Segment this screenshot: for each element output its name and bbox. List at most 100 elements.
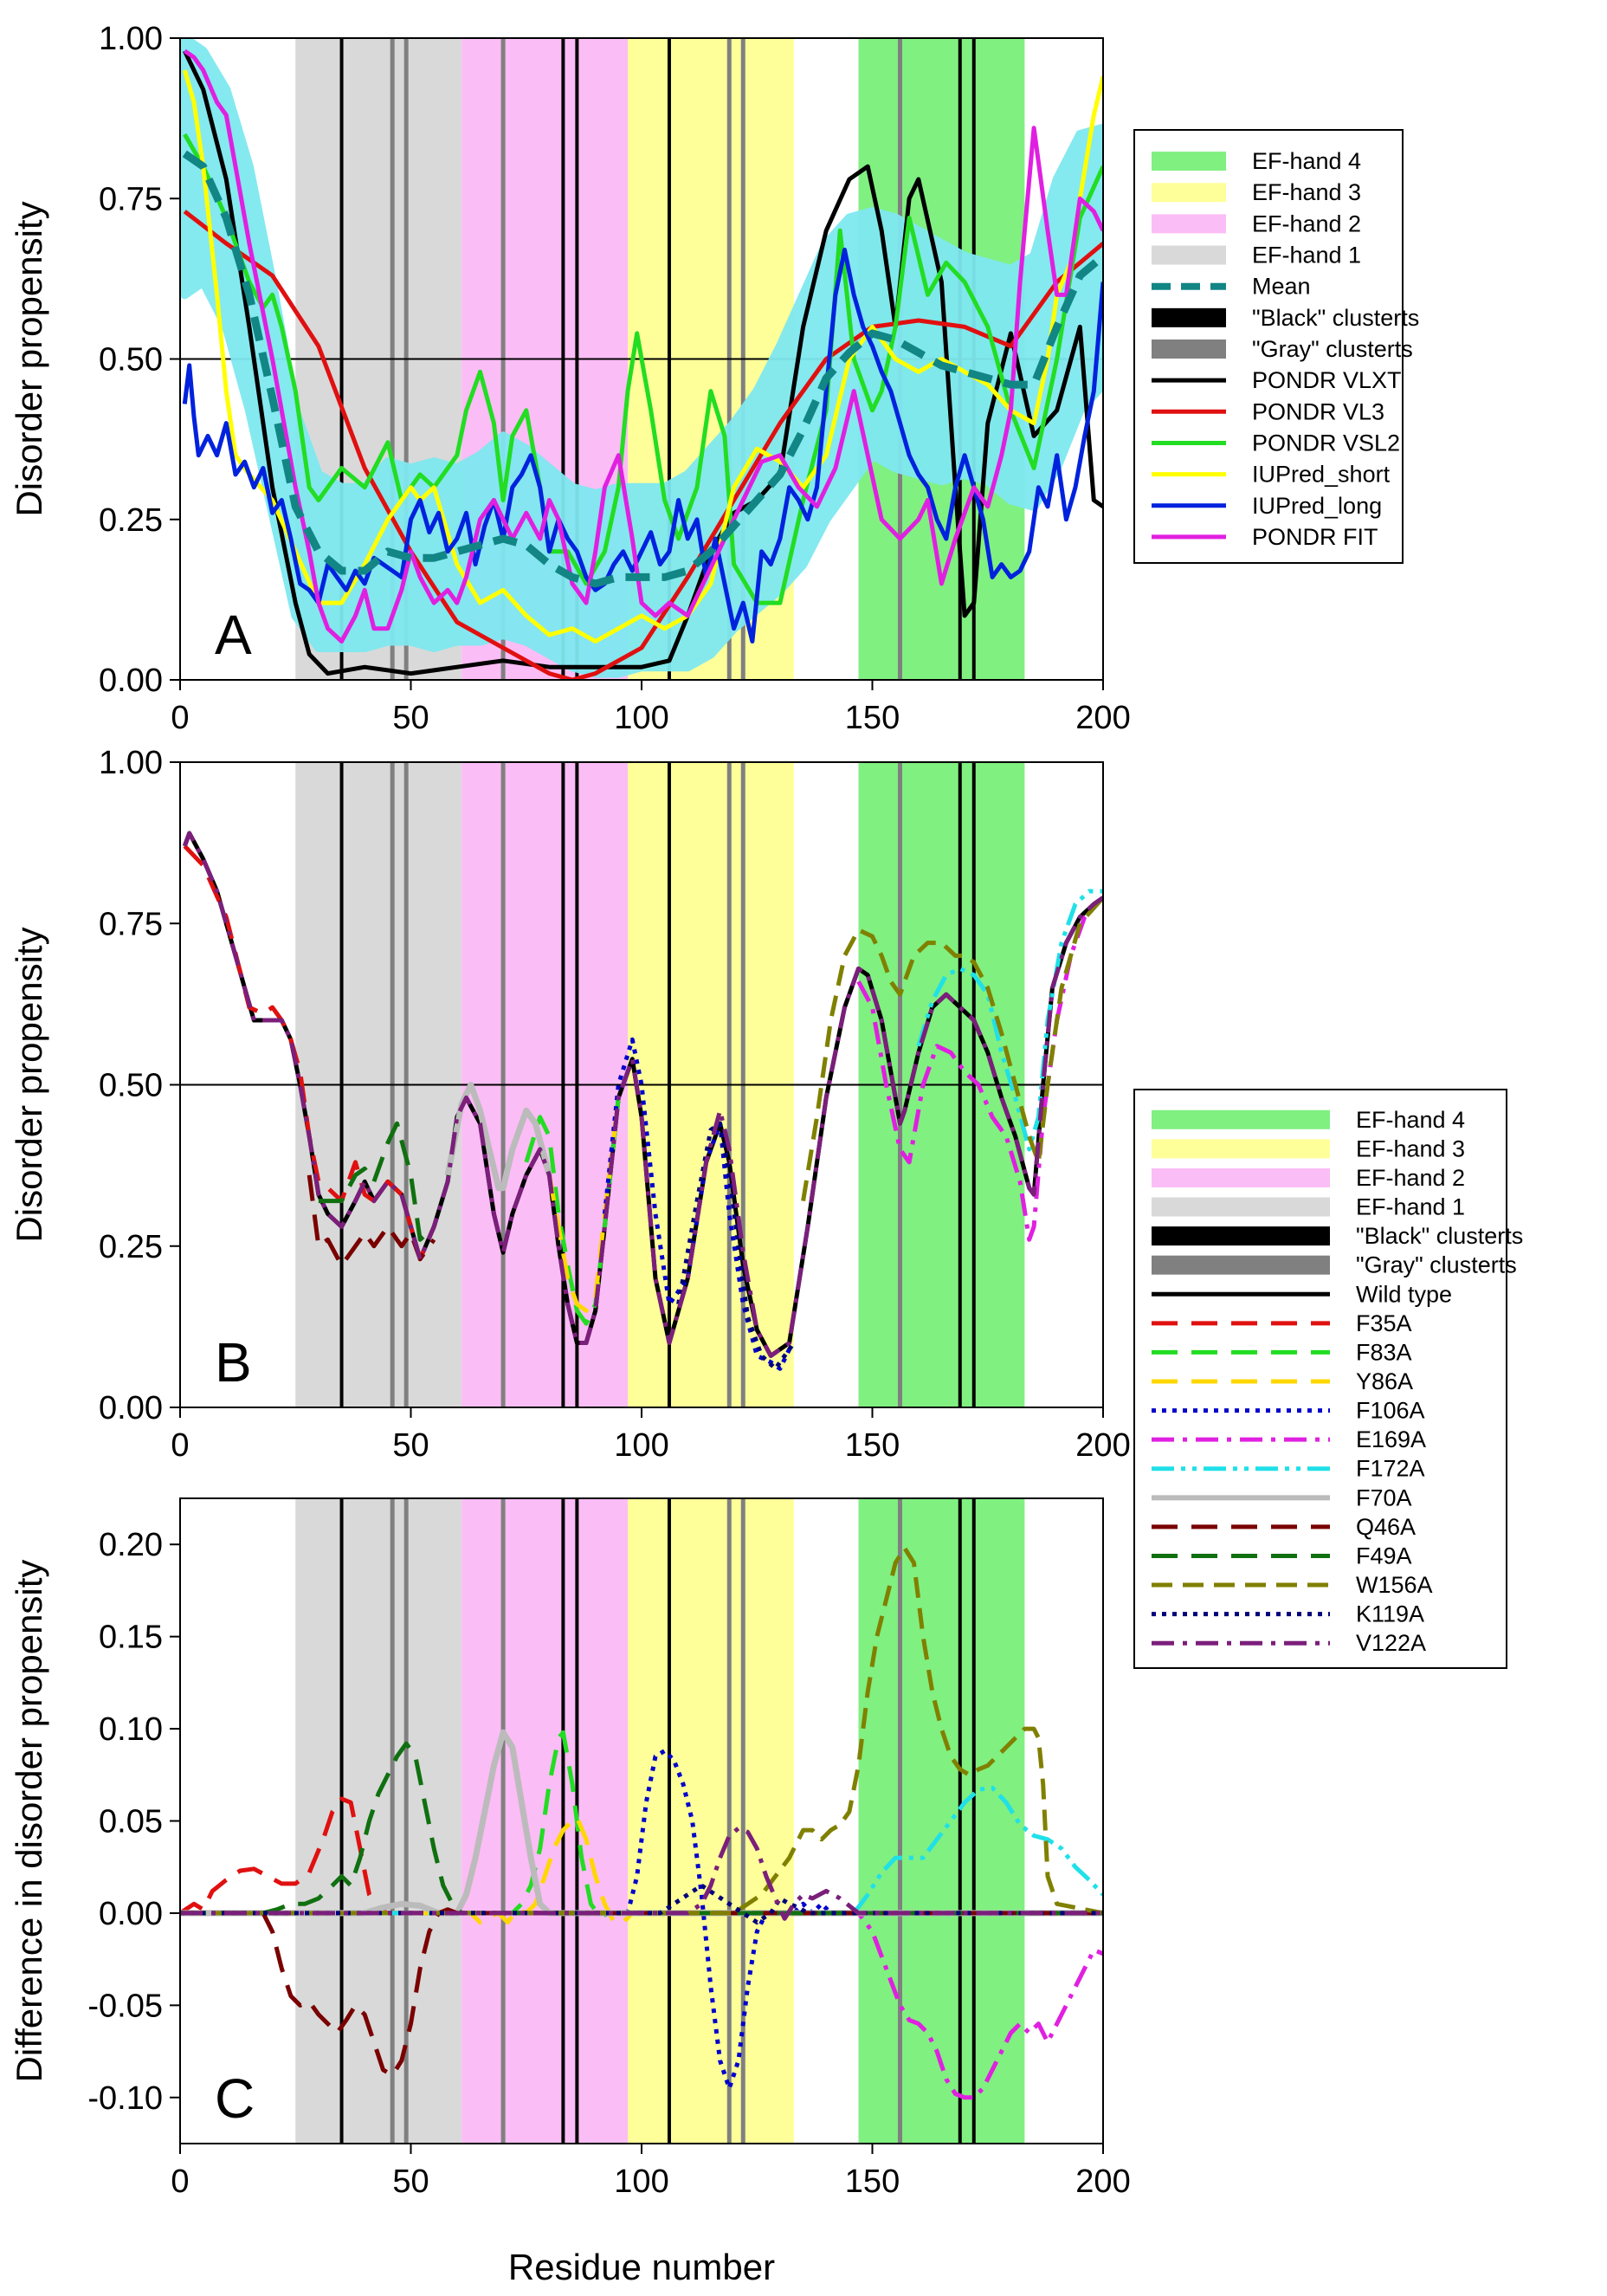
panel-b-legend-label-f70a: F70A — [1356, 1484, 1412, 1510]
panel-c-series-k119a — [180, 1883, 1103, 1925]
panel-a-legend-label-black-clusterts: "Black" clusterts — [1252, 305, 1419, 331]
panel-b-legend-swatch-gray-clusterts — [1152, 1255, 1330, 1275]
panel-a-y-tick-label: 0.50 — [99, 342, 163, 378]
panel-a-legend-label-pondr-fit: PONDR FIT — [1252, 524, 1378, 550]
panel-b-legend-label-f83a: F83A — [1356, 1339, 1412, 1365]
panel-a-legend-label-ef-hand-1: EF-hand 1 — [1252, 243, 1361, 268]
panel-c-region-ef-hand-1 — [295, 1498, 462, 2144]
panel-a-legend-label-gray-clusterts: "Gray" clusterts — [1252, 336, 1413, 362]
panel-b-series-v122a — [182, 831, 1103, 1358]
panel-b-legend-swatch-ef-hand-1 — [1152, 1197, 1330, 1217]
panel-b-series-f35a — [183, 844, 436, 1262]
panel-b-legend-label-ef-hand-2: EF-hand 2 — [1356, 1165, 1465, 1191]
panel-b-legend-swatch-ef-hand-2 — [1152, 1167, 1330, 1187]
panel-b-series-k119a — [676, 1121, 796, 1371]
panel-b-legend-label-w156a: W156A — [1356, 1572, 1433, 1598]
panel-c-panel-letter: C — [215, 2067, 255, 2130]
panel-b-series-q46a — [307, 1174, 436, 1268]
panel-b-legend-swatch-ef-hand-3 — [1152, 1139, 1330, 1159]
panel-b-y-tick-label: 1.00 — [99, 745, 163, 781]
panel-c-x-tick-label: 50 — [392, 2163, 429, 2200]
panel-a-legend-label-iupred-long: IUPred_long — [1252, 493, 1382, 519]
panel-c-x-tick-label: 200 — [1075, 2163, 1130, 2200]
panel-a-chart: 0 50 100 150 200 0.00 0.25 0.50 0.75 1.00 Disorder… — [9, 21, 1131, 736]
panel-c-series-v122a — [180, 1826, 1103, 1921]
panel-b-legend-label-e169a: E169A — [1356, 1426, 1426, 1452]
panel-a-plot-area — [180, 38, 1103, 680]
panel-c-y-tick-label: 0.15 — [99, 1620, 163, 1656]
panel-a-legend-label-pondr-vlxt: PONDR VLXT — [1252, 367, 1402, 393]
panel-b-legend-label-ef-hand-1: EF-hand 1 — [1356, 1194, 1465, 1220]
panel-a-y-tick-label: 0.25 — [99, 502, 163, 539]
panel-c-plot-area — [180, 1546, 1103, 2100]
panel-c-series-w156a — [180, 1546, 1103, 1916]
panel-a-legend-swatch-ef-hand-1 — [1152, 245, 1226, 265]
panel-c-y-tick-label: 0.10 — [99, 1711, 163, 1748]
panel-c-series-e169a — [180, 1911, 1103, 2100]
panel-a-series-pondr-vl3 — [183, 210, 1103, 680]
panel-b-chart: 0 50 100 150 200 0.00 0.25 0.50 0.75 1.00 Disorder… — [9, 745, 1131, 1464]
panel-b-legend-label-ef-hand-3: EF-hand 3 — [1356, 1135, 1465, 1161]
panel-a-legend-label-pondr-vl3: PONDR VL3 — [1252, 398, 1384, 424]
panel-a-series-pondr-fit — [183, 49, 1103, 644]
panel-c-region-ef-hand-3 — [628, 1498, 794, 2144]
panel-c-series-f172a — [180, 1785, 1103, 1916]
panel-b-y-tick-label: 0.50 — [99, 1068, 163, 1104]
panel-b-legend-label-q46a: Q46A — [1356, 1514, 1416, 1540]
panel-c-y-tick-label: -0.10 — [87, 2080, 163, 2117]
panel-a-legend-swatch-gray-clusterts — [1152, 340, 1226, 359]
panel-a-y-tick-label: 1.00 — [99, 21, 163, 57]
panel-c-series-f49a — [180, 1741, 1103, 1916]
panel-c-y-tick-label: 0.05 — [99, 1804, 163, 1840]
panel-b-series-e169a — [856, 896, 1103, 1242]
panel-b-legend-label-v122a: V122A — [1356, 1630, 1426, 1656]
panel-c-y-tick-label: 0.20 — [99, 1527, 163, 1563]
legend-panel-a: EF-hand 4 EF-hand 3 EF-hand 2 EF-hand 1 Mean… — [1133, 129, 1419, 564]
panel-c-series-f106a — [180, 1749, 1103, 2091]
panel-b-legend-label-ef-hand-4: EF-hand 4 — [1356, 1107, 1465, 1133]
panel-b-legend-label-f49a: F49A — [1356, 1543, 1412, 1568]
panel-a-legend-label-mean: Mean — [1252, 274, 1311, 300]
panel-b-series-f70a — [444, 1082, 552, 1192]
panel-b-plot-area — [182, 831, 1103, 1371]
panel-b-legend-label-gray-clusterts: "Gray" clusterts — [1356, 1252, 1517, 1278]
panel-a-x-tick-label: 100 — [614, 700, 668, 736]
panel-b-y-axis-title: Disorder propensity — [9, 927, 49, 1242]
panel-a-legend-swatch-ef-hand-3 — [1152, 183, 1226, 203]
panel-c-series-q46a — [180, 1907, 1103, 2078]
panel-a-legend-swatch-black-clusterts — [1152, 307, 1226, 327]
panel-b-series-f83a — [524, 1097, 621, 1326]
panel-b-x-tick-label: 200 — [1075, 1427, 1130, 1464]
panel-a-x-tick-label: 150 — [845, 700, 900, 736]
panel-a-legend-label-ef-hand-4: EF-hand 4 — [1252, 148, 1361, 174]
panel-b-x-tick-label: 50 — [392, 1427, 429, 1464]
panel-c-y-tick-label: -0.05 — [87, 1988, 163, 2024]
panel-b-y-tick-label: 0.75 — [99, 906, 163, 942]
panel-a-legend-swatch-ef-hand-2 — [1152, 214, 1226, 234]
x-axis-title: Residue number — [508, 2247, 775, 2287]
panel-b-series-f49a — [318, 1121, 436, 1242]
panel-c-x-tick-label: 150 — [845, 2163, 900, 2200]
panel-a-series-mean — [182, 150, 1103, 588]
panel-b-x-tick-label: 150 — [845, 1427, 900, 1464]
panel-a-legend-label-pondr-vsl2: PONDR VSL2 — [1252, 430, 1400, 456]
panel-b-legend-label-f35a: F35A — [1356, 1310, 1412, 1336]
panel-a-legend-label-ef-hand-2: EF-hand 2 — [1252, 210, 1361, 236]
panel-a-x-tick-label: 200 — [1075, 700, 1130, 736]
panel-b-legend-label-wild-type: Wild type — [1356, 1281, 1452, 1307]
panel-c-chart: 0 50 100 150 200 -0.10 -0.05 0.00 0.05 0.10 0.15 0.… — [9, 1497, 1131, 2200]
panel-c-series-f83a — [180, 1730, 1103, 1919]
panel-a-legend-swatch-ef-hand-4 — [1152, 152, 1226, 171]
panel-a-y-tick-label: 0.00 — [99, 663, 163, 699]
panel-b-legend-swatch-ef-hand-4 — [1152, 1109, 1330, 1129]
panel-a-y-axis-title: Disorder propensity — [9, 201, 49, 516]
panel-b-panel-letter: B — [215, 1331, 252, 1394]
panel-b-series-y86a — [546, 1097, 621, 1313]
panel-c-x-tick-label: 100 — [614, 2163, 668, 2200]
panel-c-series-f70a — [180, 1729, 1103, 1917]
panel-b-x-tick-label: 100 — [614, 1427, 668, 1464]
panel-c-x-tick-label: 0 — [171, 2163, 189, 2200]
panel-a-panel-letter: A — [215, 604, 252, 666]
panel-c-y-axis-title: Difference in disorder propensity — [9, 1560, 49, 2083]
